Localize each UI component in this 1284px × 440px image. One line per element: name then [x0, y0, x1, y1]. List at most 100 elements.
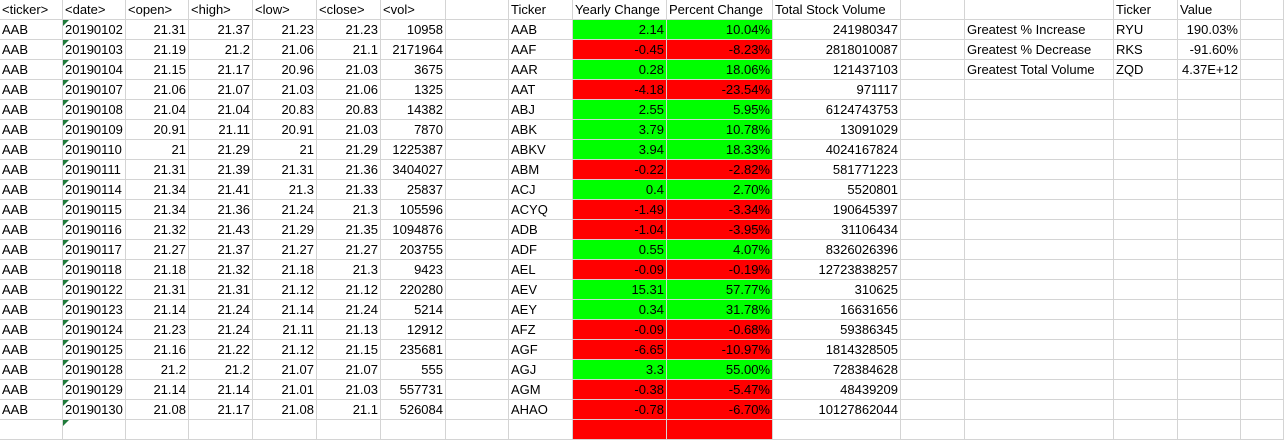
raw-high-cell[interactable]: 21.14 — [189, 380, 253, 400]
yearly-change-cell[interactable]: 3.3 — [573, 360, 667, 380]
percent-change-cell[interactable]: -3.95% — [667, 220, 773, 240]
raw-ticker-cell[interactable]: AAB — [0, 60, 63, 80]
yearly-change-cell[interactable]: -0.09 — [573, 320, 667, 340]
empty-cell[interactable] — [446, 0, 509, 20]
summary-ticker-cell[interactable]: ABJ — [509, 100, 573, 120]
empty-cell[interactable] — [1178, 380, 1241, 400]
raw-vol-cell[interactable]: 105596 — [381, 200, 446, 220]
raw-ticker-cell[interactable]: AAB — [0, 160, 63, 180]
raw-open-cell[interactable]: 21.04 — [126, 100, 189, 120]
empty-cell[interactable] — [446, 200, 509, 220]
raw-low-cell[interactable]: 21.12 — [253, 280, 317, 300]
yearly-change-cell[interactable]: -1.49 — [573, 200, 667, 220]
raw-close-cell[interactable]: 21.27 — [317, 240, 381, 260]
empty-cell[interactable] — [901, 360, 965, 380]
empty-cell[interactable] — [1241, 80, 1284, 100]
yearly-change-cell[interactable]: -0.78 — [573, 400, 667, 420]
raw-ticker-cell[interactable]: AAB — [0, 40, 63, 60]
raw-date-cell[interactable]: 20190122 — [63, 280, 126, 300]
raw-high-cell[interactable]: 21.43 — [189, 220, 253, 240]
raw-low-cell[interactable]: 20.96 — [253, 60, 317, 80]
raw-close-cell[interactable]: 21.1 — [317, 400, 381, 420]
empty-cell[interactable] — [446, 140, 509, 160]
raw-date-cell[interactable]: 20190117 — [63, 240, 126, 260]
total-volume-cell[interactable]: 13091029 — [773, 120, 901, 140]
empty-cell[interactable] — [1241, 140, 1284, 160]
raw-low-cell[interactable]: 21.08 — [253, 400, 317, 420]
percent-change-cell[interactable]: -23.54% — [667, 80, 773, 100]
empty-cell[interactable] — [1114, 320, 1178, 340]
raw-low-cell[interactable]: 21.12 — [253, 340, 317, 360]
raw-high-cell[interactable]: 21.24 — [189, 320, 253, 340]
raw-low-cell[interactable]: 21.3 — [253, 180, 317, 200]
empty-cell[interactable] — [446, 220, 509, 240]
raw-vol-cell[interactable]: 203755 — [381, 240, 446, 260]
empty-cell[interactable] — [381, 420, 446, 440]
raw-high-cell[interactable]: 21.2 — [189, 40, 253, 60]
raw-header-0[interactable]: <ticker> — [0, 0, 63, 20]
summary-header-3[interactable]: Total Stock Volume — [773, 0, 901, 20]
raw-ticker-cell[interactable]: AAB — [0, 80, 63, 100]
empty-cell[interactable] — [446, 80, 509, 100]
raw-ticker-cell[interactable]: AAB — [0, 100, 63, 120]
empty-cell[interactable] — [446, 320, 509, 340]
raw-high-cell[interactable]: 21.39 — [189, 160, 253, 180]
empty-cell[interactable] — [965, 160, 1114, 180]
raw-close-cell[interactable]: 21.03 — [317, 60, 381, 80]
empty-cell[interactable] — [1114, 200, 1178, 220]
empty-cell[interactable] — [901, 180, 965, 200]
empty-cell[interactable] — [1114, 240, 1178, 260]
raw-vol-cell[interactable]: 1225387 — [381, 140, 446, 160]
yearly-change-cell[interactable]: 0.4 — [573, 180, 667, 200]
percent-change-cell[interactable]: 18.06% — [667, 60, 773, 80]
raw-low-cell[interactable]: 21.11 — [253, 320, 317, 340]
empty-cell[interactable] — [1114, 380, 1178, 400]
empty-cell[interactable] — [965, 240, 1114, 260]
raw-close-cell[interactable]: 21.12 — [317, 280, 381, 300]
summary-ticker-cell[interactable]: ABKV — [509, 140, 573, 160]
empty-cell[interactable] — [965, 0, 1114, 20]
empty-cell[interactable] — [901, 160, 965, 180]
summary-ticker-cell[interactable]: ACYQ — [509, 200, 573, 220]
empty-cell[interactable] — [1178, 140, 1241, 160]
summary-header-0[interactable]: Ticker — [509, 0, 573, 20]
empty-cell[interactable] — [1178, 420, 1241, 440]
empty-cell[interactable] — [965, 200, 1114, 220]
percent-change-cell[interactable]: 4.07% — [667, 240, 773, 260]
raw-header-5[interactable]: <close> — [317, 0, 381, 20]
empty-cell[interactable] — [1114, 400, 1178, 420]
raw-vol-cell[interactable]: 220280 — [381, 280, 446, 300]
percent-change-cell[interactable]: 5.95% — [667, 100, 773, 120]
summary-ticker-cell[interactable]: AGJ — [509, 360, 573, 380]
total-volume-cell[interactable]: 4024167824 — [773, 140, 901, 160]
raw-header-2[interactable]: <open> — [126, 0, 189, 20]
raw-low-cell[interactable]: 21 — [253, 140, 317, 160]
summary-ticker-cell[interactable]: AAB — [509, 20, 573, 40]
empty-cell[interactable] — [63, 420, 126, 440]
empty-cell[interactable] — [901, 100, 965, 120]
summary-header-1[interactable]: Yearly Change — [573, 0, 667, 20]
raw-open-cell[interactable]: 21.06 — [126, 80, 189, 100]
raw-date-cell[interactable]: 20190130 — [63, 400, 126, 420]
raw-close-cell[interactable]: 20.83 — [317, 100, 381, 120]
empty-cell[interactable] — [1178, 160, 1241, 180]
empty-cell[interactable] — [1241, 300, 1284, 320]
raw-high-cell[interactable]: 21.2 — [189, 360, 253, 380]
empty-cell[interactable] — [901, 60, 965, 80]
raw-vol-cell[interactable]: 14382 — [381, 100, 446, 120]
raw-ticker-cell[interactable]: AAB — [0, 180, 63, 200]
percent-change-cell[interactable]: -10.97% — [667, 340, 773, 360]
empty-cell[interactable] — [901, 20, 965, 40]
empty-cell[interactable] — [1178, 200, 1241, 220]
raw-ticker-cell[interactable]: AAB — [0, 220, 63, 240]
percent-change-cell[interactable]: 18.33% — [667, 140, 773, 160]
greatest-label-cell[interactable]: Greatest % Decrease — [965, 40, 1114, 60]
empty-cell[interactable] — [901, 400, 965, 420]
raw-open-cell[interactable]: 21.16 — [126, 340, 189, 360]
empty-cell[interactable] — [1178, 400, 1241, 420]
empty-cell[interactable] — [446, 420, 509, 440]
empty-cell[interactable] — [901, 80, 965, 100]
percent-change-cell[interactable]: 10.04% — [667, 20, 773, 40]
raw-close-cell[interactable]: 21.3 — [317, 200, 381, 220]
empty-cell[interactable] — [965, 220, 1114, 240]
